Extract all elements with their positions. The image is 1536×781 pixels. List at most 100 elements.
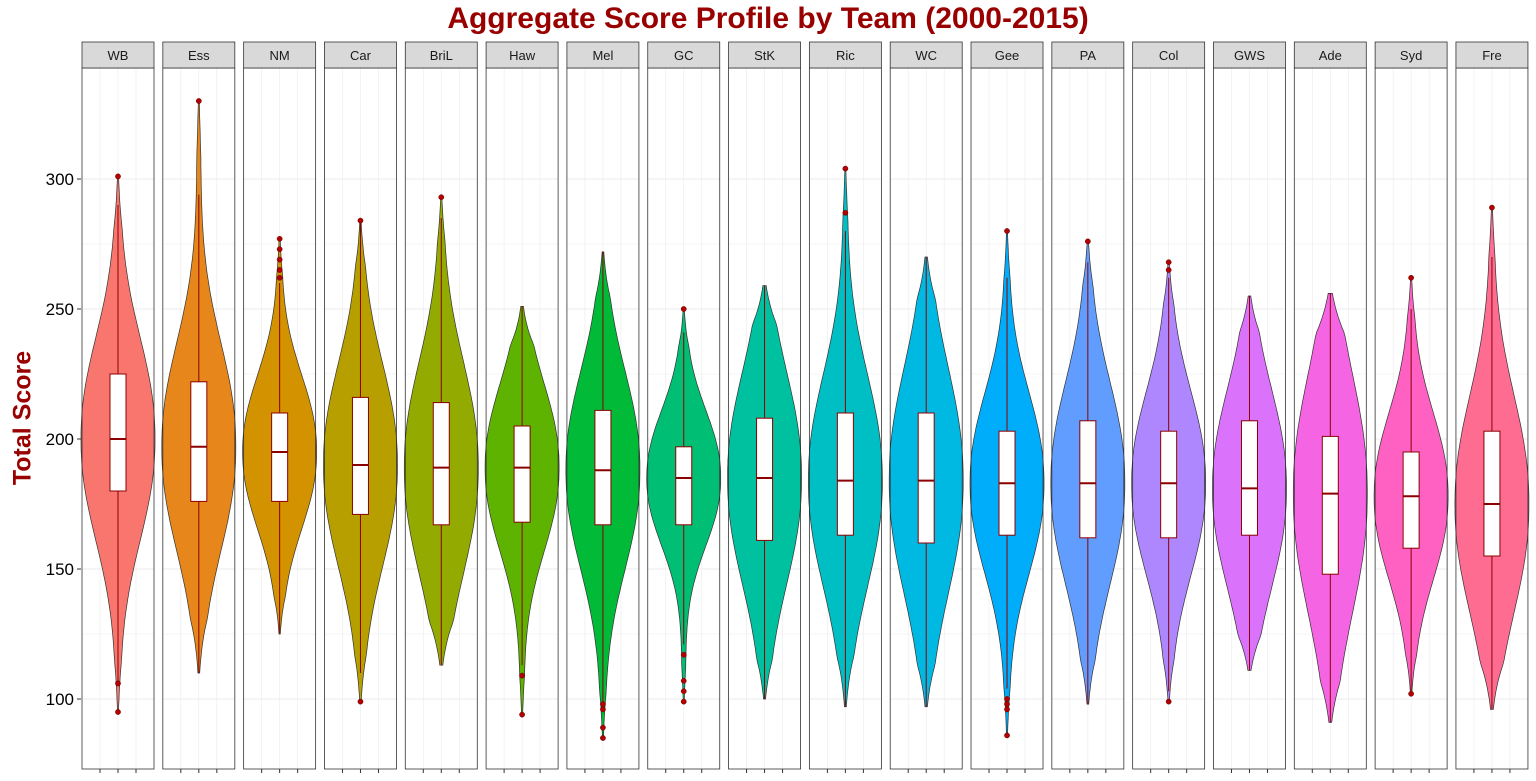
facet-panel-Ess: Ess (161, 41, 237, 773)
facet-panel-NM: NM (242, 41, 317, 773)
facet-strip-label: Haw (509, 48, 536, 63)
facet-strip (243, 41, 317, 69)
facet-panel-GC: GC (646, 41, 722, 773)
outlier-point (680, 698, 687, 705)
outlier-point (600, 706, 606, 713)
facet-strip (1455, 41, 1529, 69)
facet-panel-StK: StK (727, 41, 802, 773)
box-Syd (1402, 451, 1420, 549)
outlier-point (680, 688, 687, 695)
facet-panel-BriL: BriL (403, 41, 479, 773)
outlier-point (1408, 274, 1414, 281)
facet-strip-label: Fre (1482, 48, 1502, 63)
facet-strip (1132, 41, 1206, 69)
facet-strip (162, 41, 236, 69)
outlier-point (1004, 706, 1010, 713)
facet-panel-Haw: Haw (484, 41, 560, 773)
facet-strip-label: GC (674, 48, 694, 63)
outlier-point (1084, 238, 1091, 245)
facet-panel-Car: Car (323, 41, 398, 773)
facet-strip-label: Mel (592, 48, 613, 63)
facet-strip (404, 41, 478, 69)
box-Col (1160, 430, 1178, 539)
y-tick-label: 300 (46, 170, 74, 189)
outlier-point (115, 709, 121, 715)
outlier-point (115, 680, 121, 687)
facet-strip (970, 41, 1044, 69)
outlier-point (276, 235, 283, 242)
outlier-point (600, 735, 606, 741)
outlier-point (357, 217, 364, 224)
facet-strip-label: GWS (1234, 48, 1265, 63)
facet-strip-label: StK (754, 48, 775, 63)
box-BriL (432, 402, 450, 526)
outlier-point (842, 165, 849, 172)
facet-strip (1213, 41, 1286, 69)
facet-panel-Fre: Fre (1454, 41, 1530, 773)
outlier-point (1489, 204, 1495, 211)
facet-strip-label: Ric (836, 48, 855, 63)
outlier-point (680, 677, 687, 684)
outlier-point (680, 306, 687, 312)
facet-strip (1374, 41, 1448, 69)
outlier-point (600, 724, 606, 731)
facet-strip (889, 41, 963, 69)
facet-strip (808, 41, 882, 69)
facet-strip (566, 41, 640, 69)
facet-panel-Ade: Ade (1292, 41, 1368, 773)
facet-strip-label: Car (350, 48, 372, 63)
outlier-point (115, 173, 121, 180)
facet-strip-label: Col (1159, 48, 1179, 63)
facet-strip-label: PA (1080, 48, 1097, 63)
outlier-point (1165, 267, 1172, 273)
facet-panel-PA: PA (1050, 41, 1126, 773)
facet-panel-Mel: Mel (565, 41, 641, 773)
facet-strip-label: Gee (995, 48, 1020, 63)
box-WB (109, 373, 127, 492)
outlier-point (276, 267, 283, 273)
facet-strip (485, 41, 559, 69)
facet-panel-WB: WB (80, 41, 156, 773)
box-PA (1079, 420, 1097, 539)
outlier-point (1004, 696, 1010, 702)
facet-strip-label: WB (108, 48, 129, 63)
facet-panel-Ric: Ric (808, 41, 883, 773)
facet-strip (1293, 41, 1367, 69)
facet-strip-label: WC (915, 48, 937, 63)
box-WC (917, 412, 935, 544)
facet-strip (728, 41, 801, 69)
outlier-point (276, 246, 283, 253)
outlier-point (519, 672, 525, 679)
box-Haw (513, 425, 531, 523)
box-GC (675, 446, 693, 526)
facet-panel-GWS: GWS (1212, 41, 1287, 773)
outlier-point (438, 194, 445, 201)
chart-title: Aggregate Score Profile by Team (2000-20… (447, 2, 1089, 35)
outlier-point (680, 651, 687, 658)
outlier-point (600, 701, 606, 708)
outlier-point (519, 711, 525, 718)
outlier-point (1165, 259, 1172, 266)
box-Ade (1321, 435, 1339, 575)
y-tick-label: 150 (46, 560, 74, 579)
box-Car (351, 396, 369, 515)
facet-strip-label: Ade (1319, 48, 1342, 63)
outlier-point (1004, 228, 1010, 234)
box-Ric (836, 412, 854, 536)
facet-panel-Syd: Syd (1373, 41, 1449, 773)
facet-panel-Gee: Gee (969, 41, 1045, 773)
facet-strip (81, 41, 155, 69)
box-Fre (1483, 430, 1501, 557)
outlier-point (276, 274, 283, 281)
y-tick-label: 100 (46, 690, 74, 709)
facet-strip (324, 41, 397, 69)
outlier-point (1004, 701, 1010, 708)
facet-strip (647, 41, 721, 69)
outlier-point (1408, 690, 1414, 697)
outlier-point (842, 209, 849, 216)
facet-panel-WC: WC (888, 41, 964, 773)
facet-strip-label: BriL (430, 48, 453, 63)
outlier-point (195, 98, 202, 104)
facet-strip-label: NM (270, 48, 290, 63)
